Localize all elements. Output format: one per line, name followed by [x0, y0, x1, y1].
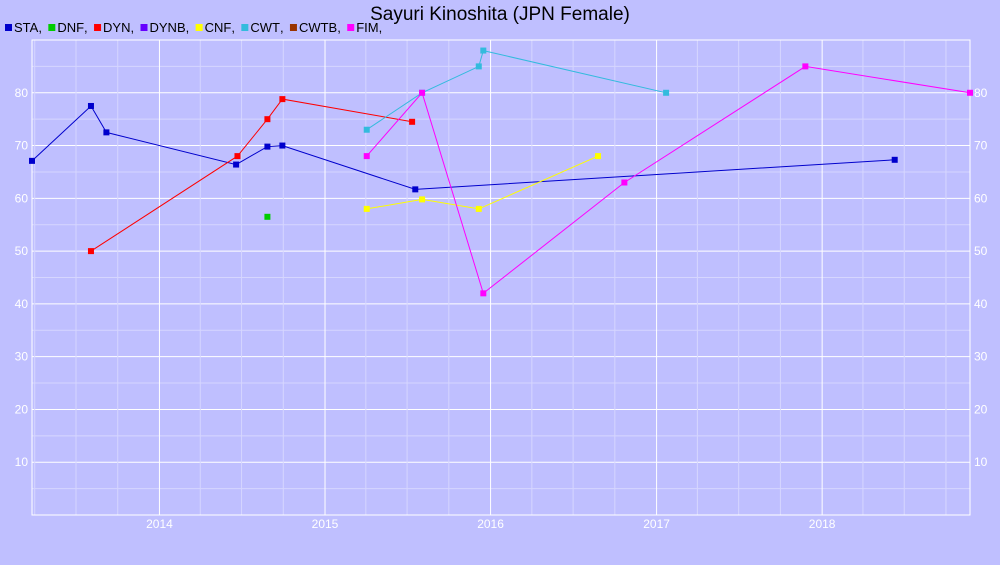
grid [32, 40, 970, 515]
legend-separator: , [131, 20, 135, 35]
data-point-fim [621, 179, 628, 186]
legend-separator: , [186, 20, 190, 35]
data-point-sta [29, 157, 35, 164]
data-point-fim [419, 89, 426, 96]
legend-swatch-fim [347, 24, 355, 31]
data-point-sta [103, 129, 110, 136]
legend-label-sta: STA [14, 20, 39, 35]
data-point-cnf [595, 153, 602, 160]
legend-label-dnf: DNF [57, 20, 84, 35]
series-layer [29, 47, 973, 297]
y-tick-label-left: 80 [15, 86, 29, 100]
series-line-cnf [366, 155, 599, 210]
data-point-dyn [87, 248, 94, 255]
series-line-sta [31, 105, 895, 190]
legend-label-fim: FIM [356, 20, 378, 35]
data-point-dyn [264, 116, 271, 123]
legend-separator: , [84, 20, 88, 35]
data-point-sta [412, 186, 419, 193]
plot-frame [31, 39, 971, 516]
y-tick-label-right: 70 [974, 139, 988, 153]
x-tick-label: 2015 [312, 517, 339, 531]
data-point-cnf [419, 196, 426, 203]
data-point-fim [363, 153, 370, 160]
legend-swatch-dynb [140, 24, 148, 31]
legend-swatch-cwtb [289, 24, 297, 31]
legend-swatch-dyn [94, 24, 102, 31]
data-point-dnf [264, 213, 271, 220]
data-point-cwt [663, 89, 670, 96]
legend-label-cwtb: CWTB [299, 20, 337, 35]
legend: STA, DNF, DYN, DYNB, CNF, CWT, CWTB, FIM, [5, 20, 382, 35]
data-point-sta [87, 102, 94, 109]
data-point-cnf [475, 205, 482, 212]
legend-label-dyn: DYN [103, 20, 130, 35]
x-tick-label: 2014 [146, 517, 173, 531]
y-tick-label-left: 20 [15, 402, 29, 416]
legend-separator: , [280, 20, 284, 35]
y-tick-label-right: 80 [974, 86, 988, 100]
y-tick-label-right: 10 [974, 455, 988, 469]
chart-title: Sayuri Kinoshita (JPN Female) [370, 4, 630, 25]
axis-labels: 10 10 20 20 30 30 40 40 50 50 60 60 70 70 80 80 2014 2015… [15, 86, 988, 531]
y-tick-label-right: 60 [974, 191, 988, 205]
legend-separator: , [38, 20, 42, 35]
legend-label-cwt: CWT [250, 20, 280, 35]
data-point-cwt [480, 47, 487, 54]
data-point-fim [480, 290, 487, 297]
data-point-sta [264, 143, 271, 150]
x-tick-label: 2018 [809, 517, 836, 531]
plot-border [31, 39, 971, 516]
y-tick-label-right: 30 [974, 350, 988, 364]
legend-swatch-dnf [48, 24, 56, 31]
series-line-fim [366, 65, 971, 295]
data-point-fim [802, 63, 809, 70]
y-tick-label-left: 40 [15, 297, 29, 311]
y-tick-label-left: 60 [15, 191, 29, 205]
y-tick-label-left: 10 [15, 455, 29, 469]
legend-swatch-sta [5, 24, 12, 31]
legend-separator: , [379, 20, 383, 35]
data-point-fim [967, 89, 973, 96]
data-point-dyn [279, 96, 286, 103]
data-point-dyn [234, 153, 241, 160]
y-tick-label-left: 70 [15, 139, 29, 153]
data-point-cnf [363, 205, 370, 212]
data-point-sta [233, 161, 240, 168]
data-point-dyn [409, 118, 416, 125]
legend-swatch-cnf [195, 24, 203, 31]
data-point-cwt [475, 63, 482, 70]
y-tick-label-right: 50 [974, 244, 988, 258]
legend-separator: , [231, 20, 235, 35]
y-tick-label-right: 20 [974, 402, 988, 416]
y-tick-label-right: 40 [974, 297, 988, 311]
x-tick-label: 2017 [643, 517, 670, 531]
legend-label-dynb: DYNB [150, 20, 186, 35]
legend-label-cnf: CNF [205, 20, 232, 35]
x-tick-label: 2016 [477, 517, 504, 531]
data-point-sta [279, 142, 286, 149]
y-tick-label-left: 30 [15, 350, 29, 364]
y-tick-label-left: 50 [15, 244, 29, 258]
data-point-cwt [363, 126, 370, 133]
data-point-sta [891, 156, 898, 163]
legend-separator: , [337, 20, 341, 35]
legend-swatch-cwt [241, 24, 249, 31]
